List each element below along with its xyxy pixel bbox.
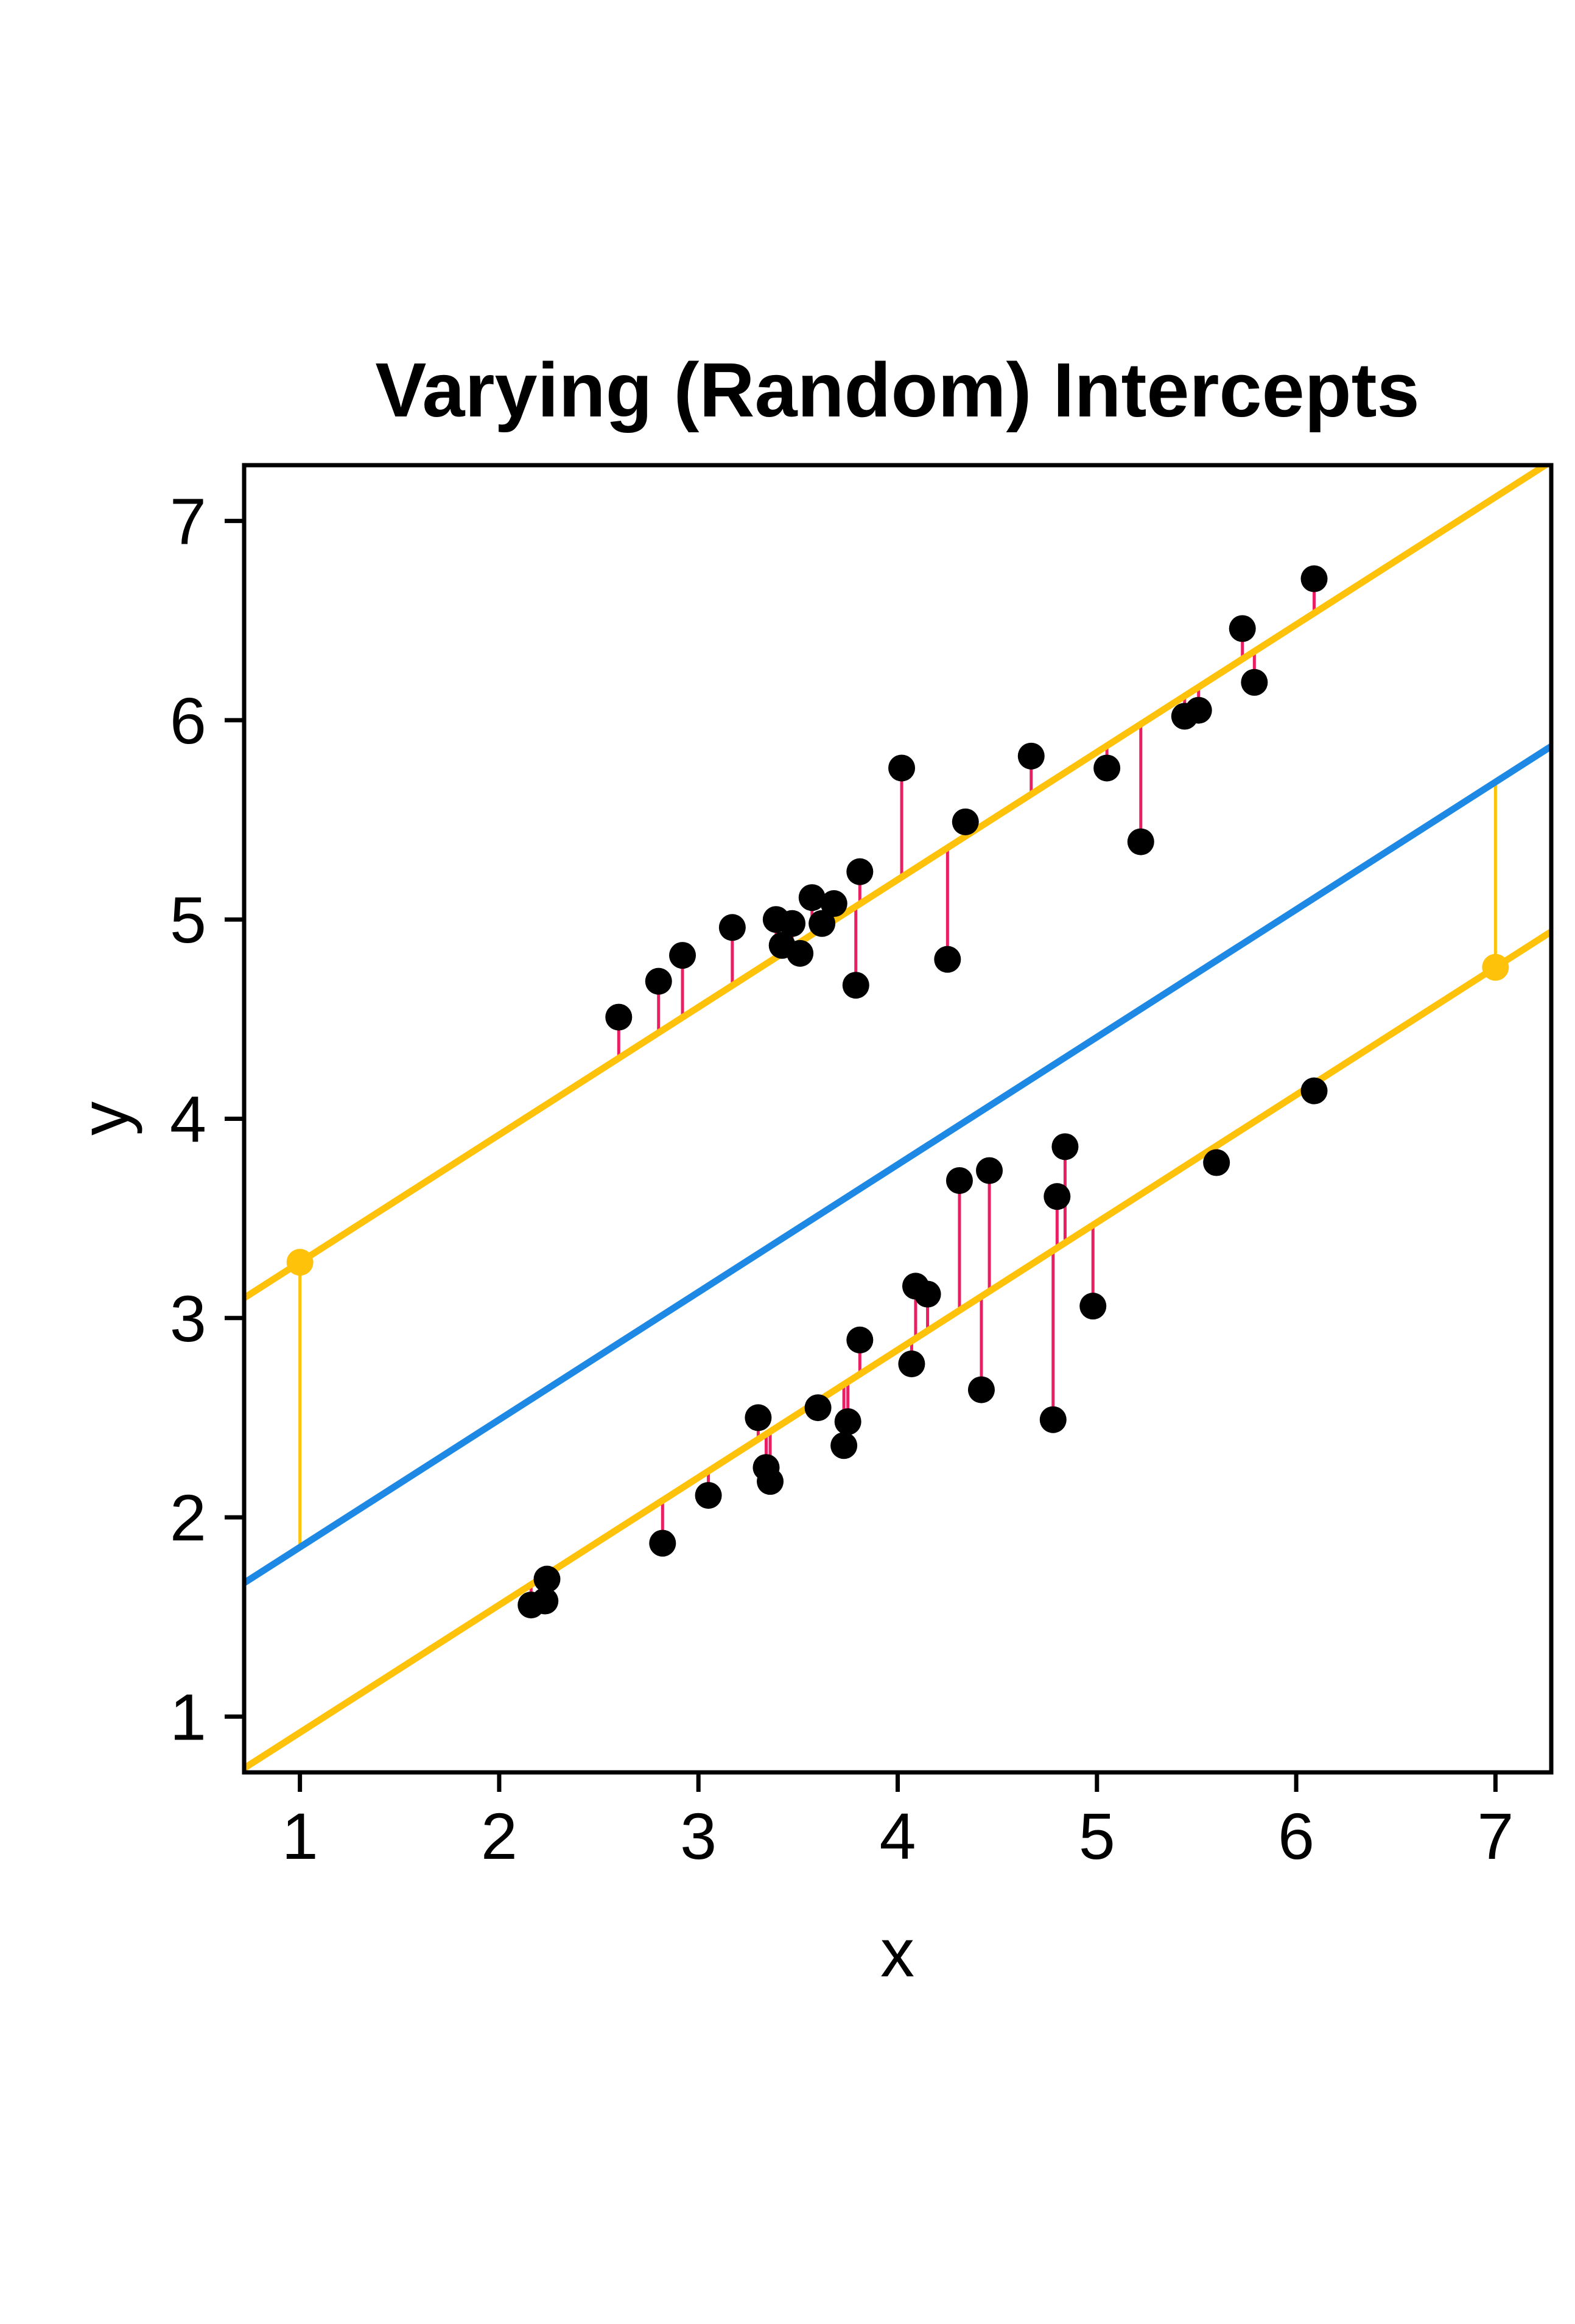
population-regression-line — [244, 742, 1551, 1587]
y-tick-label: 6 — [170, 684, 206, 757]
data-point — [1127, 828, 1154, 855]
y-tick-label: 4 — [170, 1083, 206, 1156]
data-point — [967, 1376, 995, 1403]
data-point — [1039, 1406, 1067, 1433]
data-point — [834, 1408, 861, 1435]
x-tick-label: 4 — [879, 1799, 916, 1873]
y-tick-label: 7 — [170, 485, 206, 558]
regression-lines — [244, 465, 1551, 1772]
data-point — [787, 939, 814, 967]
x-tick-label: 1 — [282, 1799, 318, 1873]
x-axis-label: x — [880, 1915, 914, 1991]
data-point — [914, 1280, 941, 1308]
intercept-markers — [286, 953, 1509, 1276]
group-regression-line-2 — [244, 927, 1551, 1772]
y-axis-label: y — [66, 1101, 142, 1136]
x-tick-label: 5 — [1079, 1799, 1115, 1873]
data-point — [695, 1482, 722, 1509]
data-point — [952, 808, 979, 835]
data-point — [669, 942, 696, 969]
intercept-marker — [286, 1249, 314, 1276]
data-point — [830, 1432, 858, 1459]
data-point — [846, 858, 874, 885]
x-tick-label: 3 — [680, 1799, 717, 1873]
data-point — [1079, 1293, 1107, 1320]
data-point — [820, 890, 847, 918]
data-point — [945, 1167, 973, 1194]
data-point — [898, 1350, 925, 1378]
data-point — [809, 910, 836, 937]
data-point — [1300, 565, 1328, 592]
data-point — [779, 910, 806, 937]
data-point — [1051, 1133, 1079, 1160]
data-point — [718, 914, 746, 941]
y-tick-label: 1 — [170, 1680, 206, 1754]
x-tick-label: 7 — [1477, 1799, 1514, 1873]
data-point — [531, 1587, 559, 1615]
y-tick-label: 2 — [170, 1481, 206, 1554]
data-point — [1044, 1183, 1071, 1210]
data-point — [1203, 1149, 1230, 1176]
intercept-offsets — [298, 782, 1497, 1548]
data-point — [649, 1529, 676, 1557]
data-point — [1229, 615, 1256, 642]
data-point — [842, 972, 869, 999]
plot-area — [244, 465, 1551, 1772]
x-tick-label: 6 — [1278, 1799, 1314, 1873]
data-point — [605, 1003, 633, 1031]
data-point — [1017, 742, 1045, 770]
data-point — [976, 1157, 1003, 1184]
y-tick-label: 5 — [170, 883, 206, 957]
data-point — [846, 1326, 874, 1353]
data-point — [804, 1394, 832, 1422]
intercept-marker — [1482, 953, 1509, 981]
data-point — [888, 754, 916, 782]
x-tick-label: 2 — [481, 1799, 517, 1873]
data-point — [533, 1565, 561, 1593]
data-point — [757, 1468, 784, 1495]
y-axis: 1 2 3 4 5 6 7 — [170, 485, 244, 1754]
group-regression-line-1 — [244, 465, 1551, 1302]
data-point — [1093, 754, 1121, 782]
data-points — [517, 565, 1328, 1619]
x-axis: 1 2 3 4 5 6 7 — [282, 1772, 1514, 1873]
data-point — [798, 884, 826, 911]
y-tick-label: 3 — [170, 1282, 206, 1355]
data-point — [1300, 1077, 1328, 1104]
data-point — [1241, 669, 1268, 696]
chart-title: Varying (Random) Intercepts — [375, 347, 1419, 433]
data-point — [745, 1404, 772, 1431]
data-point — [645, 967, 672, 995]
data-point — [934, 946, 961, 973]
data-point — [1185, 697, 1212, 724]
